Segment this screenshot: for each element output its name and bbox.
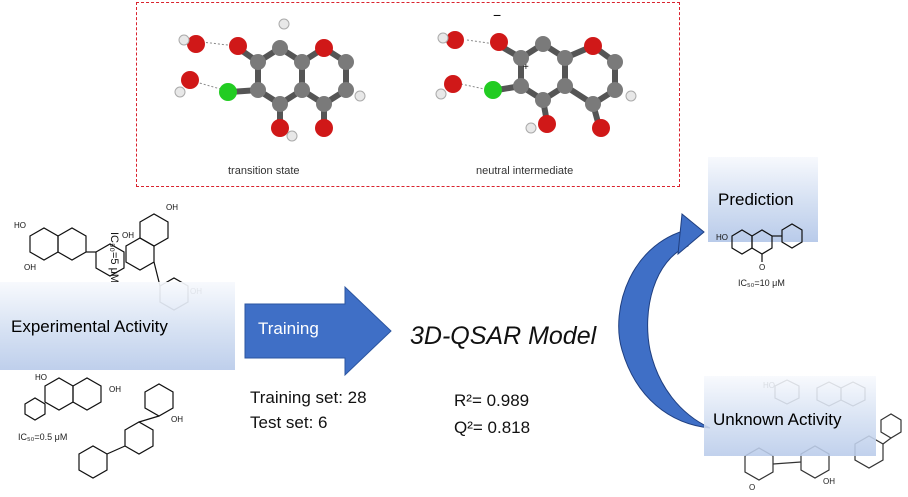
prediction-structure: HO O bbox=[716, 223, 803, 272]
ic50-experimental-label: IC₅₀=0.5 μM bbox=[18, 432, 68, 442]
curved-cycle-arrow bbox=[618, 213, 711, 429]
test-set-count: Test set: 6 bbox=[250, 413, 328, 432]
svg-text:O: O bbox=[759, 263, 765, 272]
prediction-label: Prediction bbox=[718, 190, 794, 209]
prediction-panel bbox=[708, 157, 818, 242]
ic50-rotated-label: IC₅₀=5 μM bbox=[108, 232, 120, 284]
model-title: 3D-QSAR Model bbox=[410, 322, 597, 350]
unknown-activity-panel bbox=[704, 376, 876, 456]
experimental-activity-label: Experimental Activity bbox=[11, 317, 168, 336]
mechanism-panel bbox=[136, 2, 680, 187]
caption-neutral-intermediate: neutral intermediate bbox=[476, 165, 574, 177]
caption-transition-state: transition state bbox=[228, 165, 300, 177]
svg-text:OH: OH bbox=[109, 385, 121, 394]
svg-text:HO: HO bbox=[716, 233, 728, 242]
transition-state-model bbox=[174, 18, 366, 142]
q-squared: Q²= 0.818 bbox=[454, 418, 531, 437]
neutral-intermediate-model: − + bbox=[435, 7, 637, 137]
svg-text:HO: HO bbox=[35, 373, 47, 382]
ic50-prediction-label: IC₅₀=10 μM bbox=[738, 278, 785, 288]
svg-text:−: − bbox=[493, 7, 501, 23]
training-arrow-label: Training bbox=[258, 319, 319, 338]
svg-text:OH: OH bbox=[122, 231, 134, 240]
svg-text:OH: OH bbox=[166, 203, 178, 212]
svg-text:O: O bbox=[749, 483, 755, 492]
training-set-count: Training set: 28 bbox=[250, 388, 367, 407]
svg-text:OH: OH bbox=[24, 263, 36, 272]
experimental-activity-panel bbox=[0, 282, 235, 370]
svg-text:+: + bbox=[523, 62, 529, 73]
svg-text:OH: OH bbox=[171, 415, 183, 424]
experimental-structures-bottom: HO OH OH bbox=[24, 373, 183, 479]
r-squared: R²= 0.989 bbox=[454, 391, 530, 410]
svg-text:HO: HO bbox=[14, 221, 26, 230]
unknown-activity-label: Unknown Activity bbox=[713, 410, 842, 429]
training-arrow bbox=[244, 285, 392, 377]
svg-text:OH: OH bbox=[823, 477, 835, 486]
